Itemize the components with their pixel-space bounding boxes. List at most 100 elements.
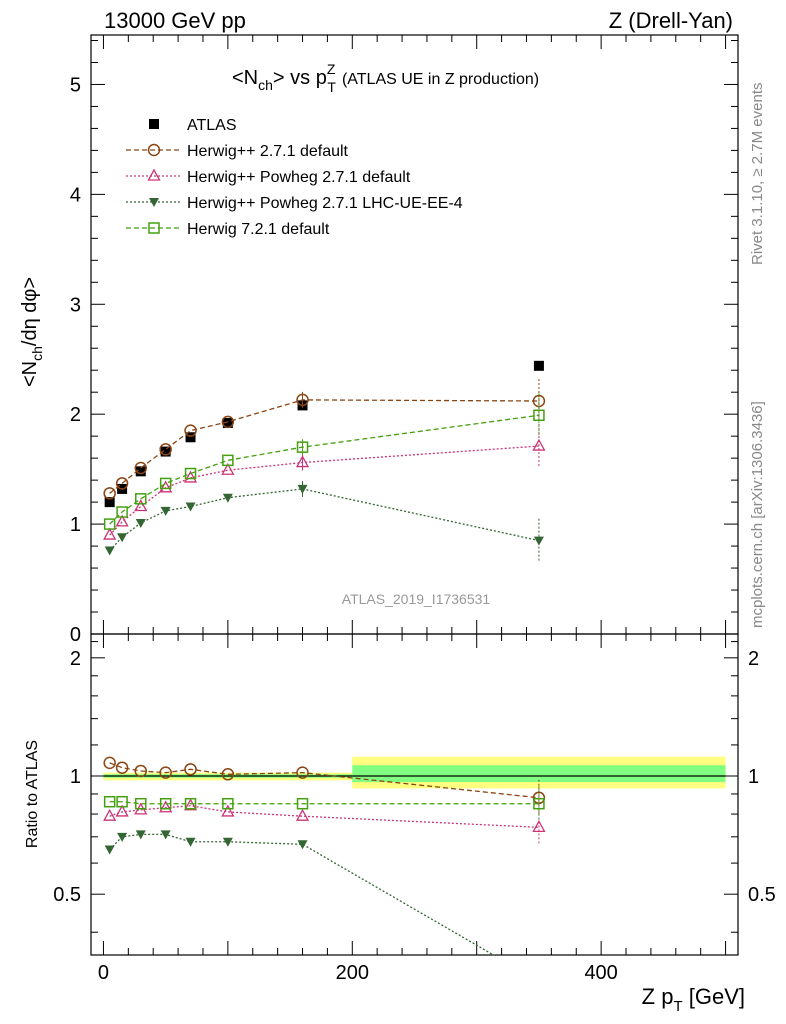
x-tick-label: 400 [584, 962, 617, 984]
ratio-marker [221, 768, 235, 781]
legend-label: Herwig 7.2.1 default [187, 221, 330, 238]
data-marker [159, 443, 172, 456]
ylabel-part-a: <N [19, 361, 41, 387]
data-marker [183, 470, 198, 483]
data-marker [297, 484, 308, 494]
data-marker [160, 506, 171, 516]
data-marker [532, 438, 546, 451]
ratio-marker [134, 764, 148, 778]
ratio-marker [104, 845, 115, 855]
data-marker [104, 497, 115, 508]
ratio-marker [135, 830, 146, 840]
ratio-y-tick-label-left: 0.5 [53, 884, 81, 906]
ratio-marker [115, 761, 129, 774]
plot-title: <Nch> vs pZ T (ATLAS UE in Z production) [232, 61, 539, 95]
ratio-y-tick-label-right: 1 [748, 766, 759, 788]
ratio-marker [183, 798, 198, 811]
header-right: Z (Drell-Yan) [609, 8, 733, 33]
legend-label: Herwig++ Powheg 2.7.1 LHC-UE-EE-4 [187, 195, 463, 212]
y-tick-label: 3 [70, 294, 81, 316]
data-marker [296, 441, 309, 453]
data-marker [103, 527, 117, 540]
ratio-marker [221, 804, 235, 817]
x-tick-label: 0 [98, 962, 109, 984]
x-tick-label: 200 [336, 962, 369, 984]
ratio-marker [184, 763, 197, 776]
ratio-y-tick-label-right: 2 [748, 648, 759, 670]
series-line [109, 399, 539, 494]
data-marker [103, 518, 116, 530]
ratio-marker [135, 797, 147, 810]
data-marker [135, 466, 146, 477]
data-marker [117, 533, 128, 543]
legend-marker [148, 222, 160, 234]
y-tick-label: 0 [70, 624, 81, 646]
data-marker [296, 393, 309, 407]
series-line [109, 414, 540, 525]
legend-label: ATLAS [187, 117, 237, 134]
ylabel-sub: ch [29, 346, 45, 361]
title-sub: ch [258, 77, 273, 93]
data-marker [221, 415, 235, 429]
data-marker [103, 487, 116, 500]
xlabel: Z pT [GeV] [642, 984, 745, 1015]
data-marker [533, 360, 544, 371]
ratio-marker [295, 808, 310, 821]
ylabel-part-b: /dη dφ> [19, 277, 41, 346]
ratio-y-tick-label-left: 1 [70, 766, 81, 788]
data-marker [134, 499, 148, 512]
data-marker [135, 493, 147, 505]
data-marker [185, 502, 196, 512]
title-sup: Z [327, 61, 336, 77]
data-marker [135, 518, 146, 528]
ratio-marker [222, 837, 233, 847]
data-marker [160, 446, 171, 457]
data-marker [221, 462, 235, 475]
data-marker [533, 536, 544, 546]
title-part-b: > vs p [273, 67, 327, 89]
ratio-marker [184, 797, 197, 810]
data-marker [533, 409, 545, 422]
data-marker [185, 432, 196, 443]
ratio-marker [115, 804, 129, 817]
data-marker [184, 467, 197, 480]
legend-marker [147, 168, 161, 181]
rivet-version-text: Rivet 3.1.10, ≥ 2.7M events [749, 83, 766, 266]
ratio-panel: 0.5 0.5 1 1 2 2 0 200 400 [53, 633, 776, 984]
data-marker [159, 480, 173, 493]
legend-label: Herwig++ Powheg 2.7.1 default [187, 169, 411, 186]
ratio-series-line [109, 805, 539, 828]
ratio-series-line [109, 833, 495, 955]
xlabel-part-b: [GeV] [683, 984, 745, 1009]
ratio-marker [103, 808, 117, 821]
series-line [109, 488, 540, 551]
ratio-frame [90, 633, 739, 956]
xlabel-part-a: Z p [642, 984, 674, 1009]
mcplots-text: mcplots.cern.ch [arXiv:1306.3436] [749, 401, 766, 628]
data-marker [295, 455, 310, 468]
ratio-marker [103, 756, 116, 770]
ratio-y-tick-label-left: 2 [70, 648, 81, 670]
y-tick-label: 1 [70, 514, 81, 536]
ratio-marker [103, 795, 116, 808]
legend-marker [149, 119, 159, 129]
y-tick-label: 4 [70, 184, 81, 206]
y-tick-label: 5 [70, 74, 81, 96]
y-tick-label: 2 [70, 404, 81, 426]
ratio-marker [297, 840, 308, 850]
data-marker [104, 546, 115, 556]
data-marker [115, 477, 129, 490]
main-panel: 0 1 2 3 4 5 ATLAS Herwig++ 2.7.1 default Herwig+… [70, 34, 739, 646]
series-line [109, 445, 539, 536]
data-marker [222, 493, 233, 503]
ratio-marker [159, 800, 173, 813]
data-marker [159, 477, 172, 490]
title-tail: (ATLAS UE in Z production) [342, 71, 539, 88]
ratio-marker [160, 830, 171, 840]
ratio-marker [296, 797, 309, 810]
ratio-y-tick-label-right: 0.5 [748, 884, 776, 906]
ratio-marker [116, 795, 128, 808]
header-left: 13000 GeV pp [104, 8, 246, 33]
legend-label: Herwig++ 2.7.1 default [187, 143, 349, 160]
